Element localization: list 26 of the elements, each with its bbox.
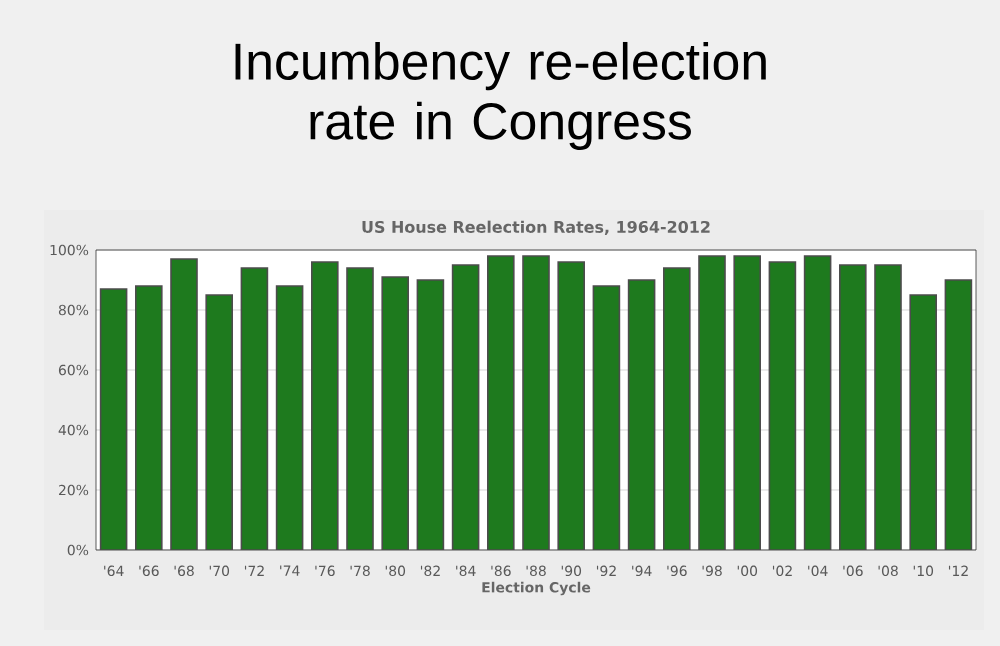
bar xyxy=(275,285,304,550)
bar xyxy=(522,255,550,550)
bar xyxy=(451,264,480,550)
bar xyxy=(311,261,339,550)
bar xyxy=(874,264,902,550)
bar xyxy=(381,276,409,550)
chart-title: Incumbency re-election rate in Congress xyxy=(235,41,766,151)
bar xyxy=(170,258,198,550)
bar xyxy=(698,255,726,550)
bar xyxy=(487,255,515,550)
bar xyxy=(205,294,233,550)
bar xyxy=(909,294,937,550)
bar xyxy=(346,267,374,550)
bar xyxy=(627,279,656,550)
bar xyxy=(99,288,128,550)
bar xyxy=(592,285,621,550)
bar xyxy=(733,255,761,550)
bar xyxy=(839,264,867,550)
bar xyxy=(803,255,832,550)
bar xyxy=(663,267,691,550)
bar xyxy=(557,261,585,550)
bar xyxy=(241,268,268,550)
bar xyxy=(768,261,797,550)
bar xyxy=(135,285,163,550)
bar xyxy=(944,279,973,550)
bar xyxy=(416,279,445,550)
